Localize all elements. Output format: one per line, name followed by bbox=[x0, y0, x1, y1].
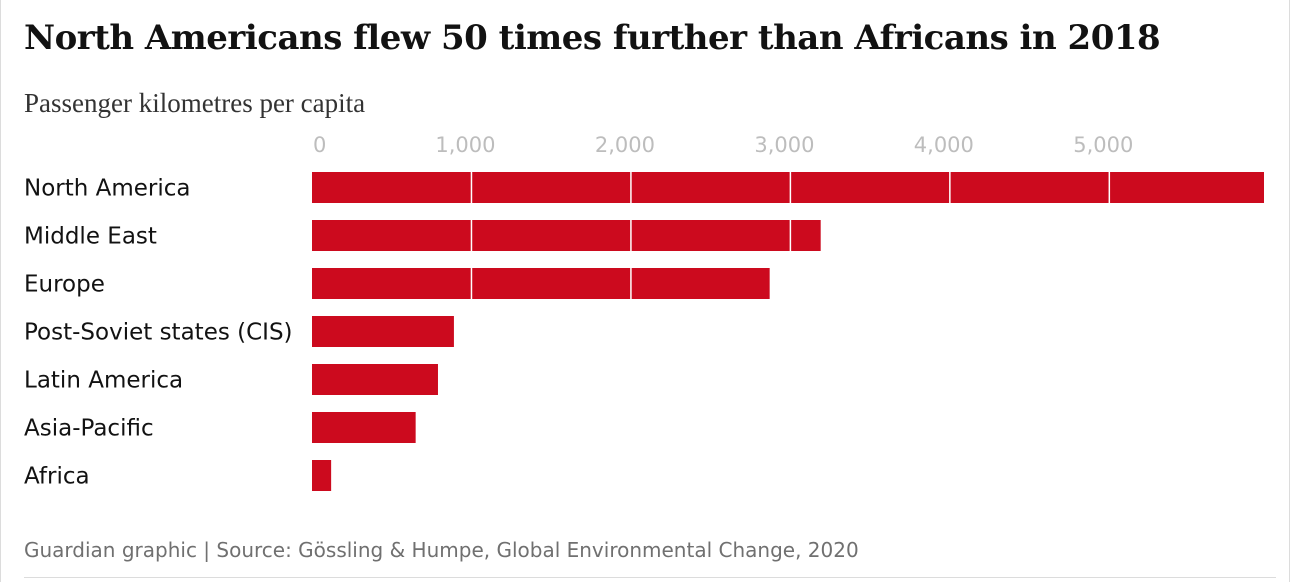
bar bbox=[312, 460, 332, 491]
bar bbox=[312, 364, 438, 395]
bars bbox=[312, 172, 1264, 491]
category-label: Europe bbox=[24, 272, 105, 298]
category-label: Africa bbox=[24, 464, 90, 490]
x-tick-label: 0 bbox=[313, 133, 326, 157]
bottom-rule bbox=[24, 577, 1276, 578]
x-tick-label: 1,000 bbox=[435, 133, 495, 157]
x-tick-label: 3,000 bbox=[754, 133, 814, 157]
category-label: Middle East bbox=[24, 224, 157, 250]
category-label: North America bbox=[24, 176, 191, 202]
bar bbox=[312, 268, 770, 299]
x-axis-tick-labels: 0 1,000 2,000 3,000 4,000 5,000 bbox=[313, 133, 1133, 157]
bar bbox=[312, 316, 454, 347]
category-label: Post-Soviet states (CIS) bbox=[24, 320, 293, 346]
bar bbox=[312, 412, 416, 443]
category-labels: North America Middle East Europe Post-Sovie… bbox=[24, 176, 293, 490]
category-label: Latin America bbox=[24, 368, 183, 394]
gridlines bbox=[470, 172, 1111, 491]
bar bbox=[312, 172, 1264, 203]
x-tick-label: 5,000 bbox=[1073, 133, 1133, 157]
x-tick-label: 2,000 bbox=[595, 133, 655, 157]
category-label: Asia-Pacific bbox=[24, 416, 154, 442]
bar bbox=[312, 220, 821, 251]
chart-subtitle: Passenger kilometres per capita bbox=[24, 88, 366, 118]
chart-title: North Americans flew 50 times further th… bbox=[24, 18, 1161, 58]
x-tick-label: 4,000 bbox=[914, 133, 974, 157]
source-note: Guardian graphic | Source: Gössling & Hu… bbox=[24, 538, 859, 562]
